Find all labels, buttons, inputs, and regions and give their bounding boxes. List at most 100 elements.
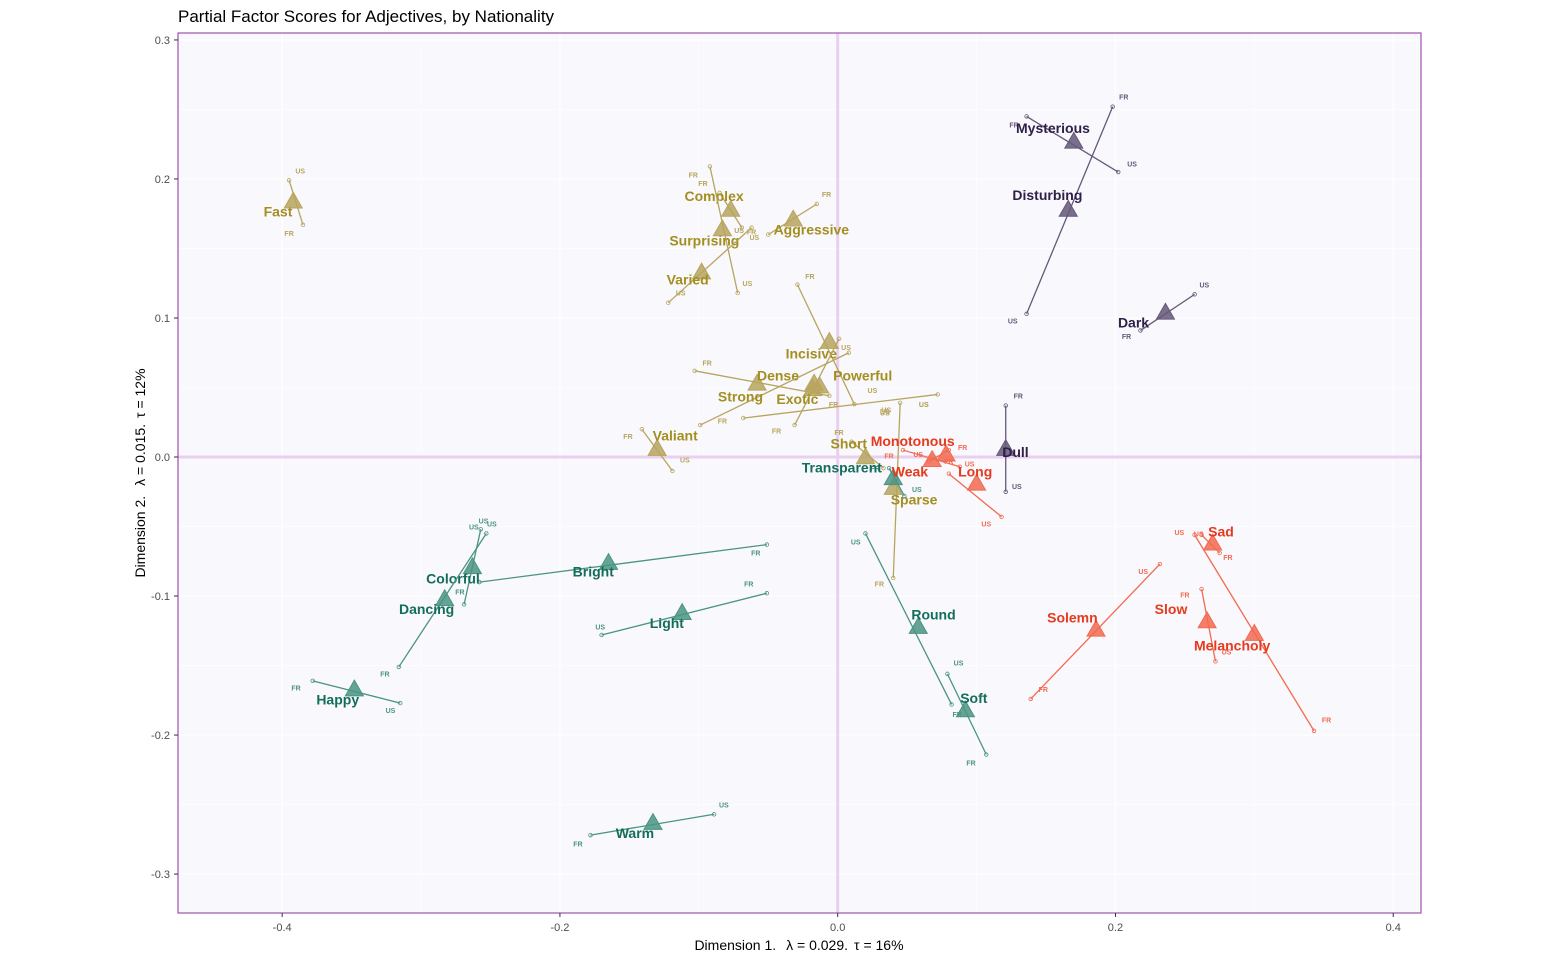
mean-point-triangle <box>712 219 733 237</box>
nationality-label-fr: FR <box>1223 555 1232 562</box>
nationality-label-us: US <box>981 522 991 529</box>
partial-point-us <box>1116 169 1121 175</box>
point-group-dull: FR US Dull <box>995 394 1029 494</box>
partial-point-us <box>477 579 482 585</box>
partial-point-us <box>836 336 842 342</box>
point-group-warm: FR US Warm <box>573 802 729 848</box>
mean-point-triangle <box>1197 611 1217 629</box>
nationality-label-fr: FR <box>744 581 753 588</box>
nationality-label-fr: FR <box>623 434 632 441</box>
x-axis-ticks: -0.4 -0.2 0.0 0.2 0.4 <box>273 913 1401 934</box>
nationality-label-fr: FR <box>805 274 814 281</box>
mean-point-triangle <box>1155 302 1176 320</box>
nationality-label-us: US <box>1008 319 1018 326</box>
nationality-label-us: US <box>479 519 489 526</box>
nationality-label-fr: FR <box>573 841 582 848</box>
chart-title: Partial Factor Scores for Adjectives, by… <box>178 7 555 26</box>
point-label: Strong <box>718 388 763 404</box>
partial-point-us <box>1192 292 1197 297</box>
nationality-label-fr: FR <box>1119 95 1128 102</box>
partial-point-fr <box>1024 114 1029 119</box>
partial-point-us <box>1024 311 1029 317</box>
mean-point-triangle <box>883 467 904 486</box>
partial-point-us <box>1213 659 1218 664</box>
point-label: Solemn <box>1047 609 1098 625</box>
partial-point-fr <box>1028 696 1033 702</box>
nationality-label-us: US <box>881 408 891 415</box>
mean-point-triangle <box>1202 533 1223 551</box>
partial-score-segment <box>743 393 938 419</box>
nationality-label-fr: FR <box>751 551 760 558</box>
nationality-label-us: US <box>295 168 305 175</box>
plot-area <box>178 33 1421 913</box>
point-label: Long <box>958 463 992 479</box>
partial-point-us <box>398 700 403 706</box>
mean-point-triangle <box>720 199 741 217</box>
partial-point-us <box>484 531 489 536</box>
partial-point-us <box>670 468 675 474</box>
partial-point-us <box>935 392 940 397</box>
y-tick-label: -0.2 <box>151 730 170 742</box>
mean-point-triangle <box>809 376 830 394</box>
nationality-label-us: US <box>749 235 759 242</box>
nationality-label-fr: FR <box>702 360 711 367</box>
point-group-valiant: FR US Valiant <box>623 427 698 474</box>
partial-point-us <box>846 350 852 355</box>
point-label: Mysterious <box>1016 120 1090 136</box>
mean-point-triangle <box>1086 619 1106 637</box>
partial-point-us <box>739 225 745 230</box>
point-group-powerful: FR US Powerful <box>718 368 940 426</box>
mean-point-triangle <box>434 588 455 607</box>
partial-point-fr <box>717 190 722 196</box>
nationality-label-us: US <box>1194 531 1204 538</box>
nationality-label-fr: FR <box>822 192 831 199</box>
partial-point-fr <box>849 439 854 444</box>
point-group-light: FR US Light <box>595 581 770 638</box>
x-tick-label: 0.0 <box>830 922 845 934</box>
partial-point-fr <box>1199 586 1204 592</box>
x-tick-label: -0.4 <box>273 922 292 934</box>
point-group-short: FR US Short <box>831 409 890 471</box>
origin-lines <box>178 33 1421 913</box>
point-label: Warm <box>616 825 654 841</box>
nationality-label-us: US <box>919 402 929 409</box>
partial-point-fr <box>1311 728 1317 734</box>
nationality-label-us: US <box>680 458 690 465</box>
partial-point-fr <box>891 575 896 581</box>
point-group-fast: FR US Fast <box>264 168 306 238</box>
partial-point-us <box>957 464 963 469</box>
nationality-label-fr: FR <box>1122 334 1131 341</box>
nationality-label-us: US <box>719 802 729 809</box>
nationality-label-fr: FR <box>958 445 967 452</box>
partial-point-fr <box>697 422 703 428</box>
nationality-label-fr: FR <box>871 466 880 473</box>
point-label: Soft <box>960 690 988 706</box>
partial-point-us <box>881 465 886 471</box>
partial-point-fr <box>310 678 315 684</box>
x-axis-title: Dimension 1. λ = 0.029. τ = 16% <box>694 937 903 953</box>
partial-point-us <box>666 300 671 305</box>
mean-point-triangle <box>1063 131 1084 149</box>
mean-point-triangle <box>344 679 365 697</box>
plot-border <box>177 32 1422 914</box>
nationality-label-us: US <box>913 452 923 459</box>
nationality-label-us: US <box>965 462 975 469</box>
partial-point-us <box>945 671 950 677</box>
mean-point-triangle <box>1244 623 1265 641</box>
gridlines <box>178 33 1421 913</box>
partial-point-fr <box>1110 104 1115 109</box>
point-label: Valiant <box>653 427 698 443</box>
nationality-label-us: US <box>386 708 396 715</box>
mean-point-triangle <box>995 438 1016 456</box>
nationality-label-fr: FR <box>1014 394 1023 401</box>
point-label: Round <box>911 607 955 623</box>
partial-point-fr <box>1138 328 1143 333</box>
mean-point-triangle <box>747 373 768 391</box>
point-label: Surprising <box>669 233 739 249</box>
mean-point-triangle <box>966 473 987 491</box>
partial-point-us <box>478 527 483 532</box>
